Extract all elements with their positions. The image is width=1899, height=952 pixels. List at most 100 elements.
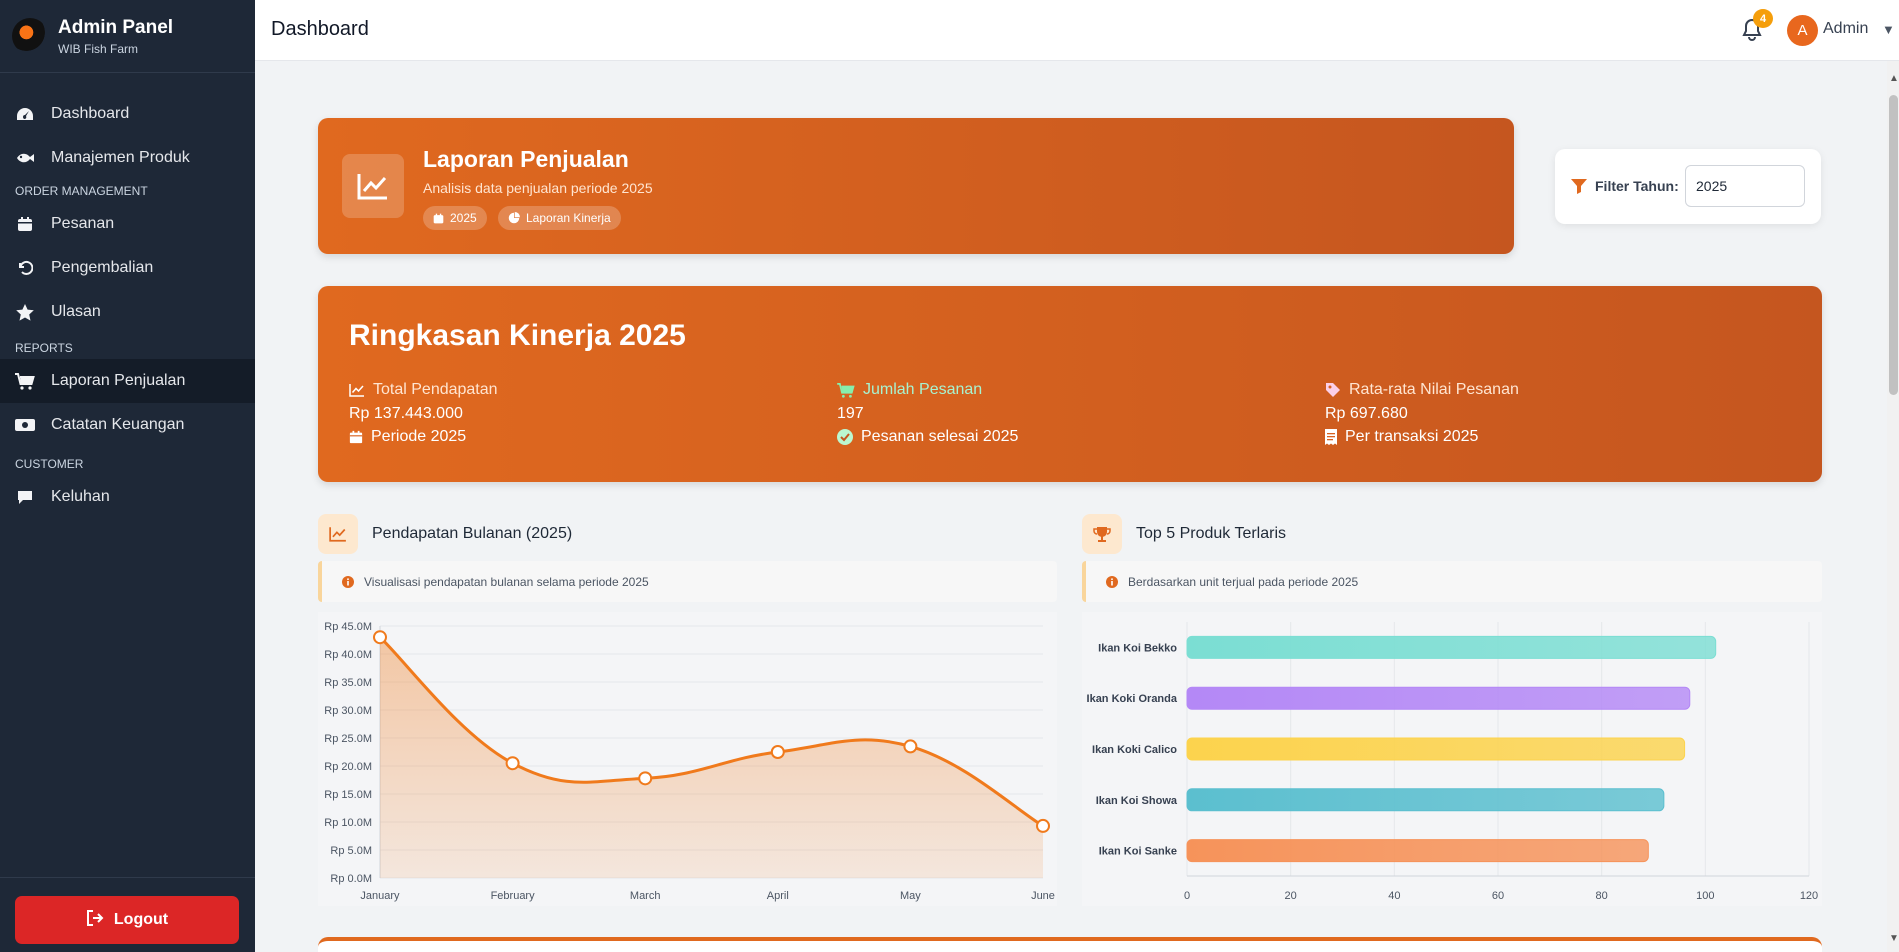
bar [1186,839,1649,863]
scroll-down-arrow-icon[interactable]: ▼ [1889,933,1899,944]
bar [1186,686,1691,710]
x-tick-label: 120 [1800,890,1818,902]
y-tick-label: Rp 10.0M [324,817,372,829]
metric-value: Rp 137.443.000 [349,405,463,422]
revenue-area-chart: Rp 0.0M Rp 5.0M Rp 10.0M Rp 15.0M Rp 20.0M Rp… [324,621,1055,902]
data-point [505,756,520,771]
performance-pill: Laporan Kinerja [498,206,621,230]
category-label: Ikan Koki Calico [1092,744,1177,756]
metric-label: Jumlah Pesanan [837,380,1237,400]
metric-note: Per transaksi 2025 [1325,428,1725,446]
scroll-up-arrow-icon[interactable]: ▲ [1889,73,1899,84]
x-tick-label: 100 [1696,890,1714,902]
sidebar-item-products[interactable]: Manajemen Produk [0,136,255,180]
logout-button[interactable]: Logout [15,896,239,944]
report-title: Laporan Penjualan [423,146,629,172]
y-tick-label: Rp 25.0M [324,733,372,745]
calendar-icon [433,213,444,223]
metric-label: Total Pendapatan [349,380,749,400]
metric-value: 197 [837,405,864,422]
sidebar-item-label: Keluhan [51,488,110,505]
performance-pill-label: Laporan Kinerja [526,211,611,225]
x-tick-label: February [491,890,536,902]
cart-icon [14,372,36,390]
top-products-info-note: Berdasarkan unit terjual pada periode 20… [1082,561,1822,602]
check-circle-icon [837,429,853,445]
metric-total-revenue: Total Pendapatan Rp 137.443.000 Periode … [349,380,749,446]
sidebar-item-label: Ulasan [51,303,101,320]
metric-order-count: Jumlah Pesanan 197 Pesanan selesai 2025 [837,380,1237,446]
brand-subtitle: WIB Fish Farm [58,41,138,56]
avatar[interactable]: A [1787,15,1818,46]
x-tick-label: January [360,890,400,902]
year-pill-label: 2025 [450,211,477,225]
metric-label-text: Rata-rata Nilai Pesanan [1349,381,1519,398]
category-label: Ikan Koki Oranda [1087,693,1178,705]
y-tick-label: Rp 0.0M [330,873,372,885]
sidebar-item-reviews[interactable]: Ulasan [0,290,255,334]
sidebar-item-complaints[interactable]: Keluhan [0,475,255,519]
sidebar-item-label: Manajemen Produk [51,149,190,166]
logout-label: Logout [113,911,169,928]
metric-note-text: Pesanan selesai 2025 [861,428,1019,445]
x-tick-label: June [1031,890,1055,902]
section-customer: CUSTOMER [15,457,84,471]
metric-value: Rp 697.680 [1325,405,1408,422]
data-point [1036,818,1050,833]
x-tick-label: 0 [1184,890,1190,902]
chart-line-icon [342,154,404,218]
x-tick-label: 80 [1596,890,1608,902]
category-label: Ikan Koi Bekko [1098,642,1177,654]
sidebar-item-sales-report[interactable]: Laporan Penjualan [0,359,255,403]
section-reports: REPORTS [15,341,73,355]
top-products-note-text: Berdasarkan unit terjual pada periode 20… [1128,574,1359,589]
year-pill: 2025 [423,206,487,230]
metric-note-text: Per transaksi 2025 [1345,428,1479,445]
revenue-note-text: Visualisasi pendapatan bulanan selama pe… [364,574,649,589]
chevron-down-icon[interactable]: ▼ [1882,22,1895,37]
scrollbar-thumb[interactable] [1889,95,1898,395]
category-label: Ikan Koi Showa [1096,795,1178,807]
cart-icon [837,382,855,398]
bar [1186,635,1717,659]
data-point [770,745,785,759]
sidebar-item-label: Catatan Keuangan [51,416,185,433]
x-tick-label: 40 [1388,890,1400,902]
brand: Admin Panel WIB Fish Farm [0,0,255,73]
report-header-card: Laporan Penjualan Analisis data penjuala… [318,118,1514,254]
user-name[interactable]: Admin [1823,20,1869,37]
data-point [373,630,387,645]
y-tick-label: Rp 45.0M [324,621,372,633]
year-filter-card: Filter Tahun: [1555,149,1821,224]
year-input[interactable] [1685,165,1805,207]
x-tick-label: 20 [1285,890,1297,902]
y-tick-label: Rp 40.0M [324,649,372,661]
revenue-panel-header: Pendapatan Bulanan (2025) [318,514,572,554]
sidebar-item-orders[interactable]: Pesanan [0,202,255,246]
calendar-icon [349,430,363,444]
calendar-icon [14,216,36,232]
summary-title: Ringkasan Kinerja 2025 [349,319,686,352]
sidebar-item-finance[interactable]: Catatan Keuangan [0,403,255,447]
filter-label-text: Filter Tahun: [1595,178,1679,194]
y-tick-label: Rp 30.0M [324,705,372,717]
money-icon [14,418,36,432]
comment-icon [14,489,36,505]
revenue-chart: Rp 0.0M Rp 5.0M Rp 10.0M Rp 15.0M Rp 20.0M Rp… [318,612,1057,906]
metric-label: Rata-rata Nilai Pesanan [1325,380,1725,400]
sidebar-item-dashboard[interactable]: Dashboard [0,92,255,136]
chart-line-icon [349,384,364,397]
performance-summary-card: Ringkasan Kinerja 2025 Total Pendapatan … [318,286,1822,482]
top-products-panel-header: Top 5 Produk Terlaris [1082,514,1286,554]
metric-note: Pesanan selesai 2025 [837,428,1237,446]
data-point [903,739,918,754]
brand-title: Admin Panel [58,16,174,38]
top-products-panel-title: Top 5 Produk Terlaris [1136,525,1286,542]
sidebar-item-label: Pengembalian [51,259,154,276]
bar [1186,788,1665,812]
brand-logo [12,18,48,54]
y-tick-label: Rp 5.0M [330,845,372,857]
sidebar-item-label: Laporan Penjualan [51,372,186,389]
sidebar-item-returns[interactable]: Pengembalian [0,246,255,290]
gauge-icon [14,106,36,122]
